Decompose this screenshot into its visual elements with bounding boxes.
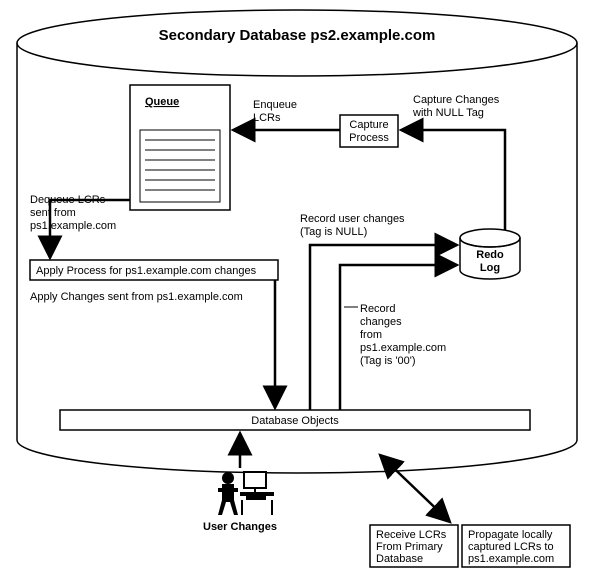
- receive-l2: From Primary: [376, 541, 443, 553]
- user-icon: [218, 472, 274, 515]
- apply-process-box: Apply Process for ps1.example.com change…: [30, 260, 278, 280]
- apply-changes-label: Apply Changes sent from ps1.example.com: [30, 291, 243, 303]
- arrow-dbobj-to-redo-ps1: [340, 265, 457, 410]
- record-ps1-l3: from: [360, 329, 382, 341]
- queue-label: Queue: [145, 96, 179, 108]
- record-user-l1: Record user changes: [300, 213, 405, 225]
- diagram-title: Secondary Database ps2.example.com: [159, 27, 436, 44]
- capture-changes-l2: with NULL Tag: [412, 107, 484, 119]
- capture-process-l2: Process: [349, 132, 389, 144]
- propagate-l3: ps1.example.com: [468, 553, 554, 565]
- dequeue-l2: sent from: [30, 207, 76, 219]
- record-user-l2: (Tag is NULL): [300, 226, 367, 238]
- database-objects-label: Database Objects: [251, 415, 339, 427]
- propagate-l2: captured LCRs to: [468, 541, 554, 553]
- apply-process-label: Apply Process for ps1.example.com change…: [36, 265, 257, 277]
- user-changes-label: User Changes: [203, 521, 277, 533]
- record-ps1-l1: Record: [360, 303, 395, 315]
- redo-log-l1: Redo: [476, 249, 504, 261]
- enqueue-label-l1: Enqueue: [253, 99, 297, 111]
- record-ps1-l5: (Tag is '00'): [360, 355, 416, 367]
- receive-l1: Receive LCRs: [376, 529, 447, 541]
- enqueue-label-l2: LCRs: [253, 112, 281, 124]
- propagate-l1: Propagate locally: [468, 529, 553, 541]
- database-cylinder: [17, 10, 577, 473]
- arrow-redo-to-capture: [401, 130, 505, 230]
- database-objects-box: Database Objects: [60, 410, 530, 430]
- receive-l3: Database: [376, 553, 423, 565]
- queue-box: Queue: [130, 85, 230, 210]
- capture-changes-l1: Capture Changes: [413, 94, 500, 106]
- record-ps1-l4: ps1.example.com: [360, 342, 446, 354]
- dequeue-l3: ps1.example.com: [30, 220, 116, 232]
- record-ps1-l2: changes: [360, 316, 402, 328]
- capture-process-l1: Capture: [349, 119, 388, 131]
- capture-process-box: Capture Process: [340, 115, 398, 147]
- redo-log-l2: Log: [480, 262, 500, 274]
- redo-log-cylinder: Redo Log: [460, 229, 520, 279]
- receive-lcrs-box: Receive LCRs From Primary Database: [370, 525, 458, 567]
- propagate-lcrs-box: Propagate locally captured LCRs to ps1.e…: [462, 525, 570, 567]
- arrow-db-to-external: [380, 455, 450, 522]
